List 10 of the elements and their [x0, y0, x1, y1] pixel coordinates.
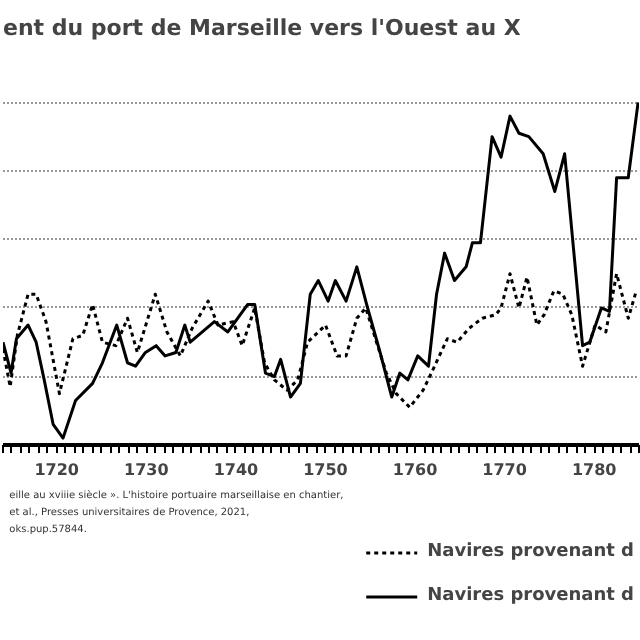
x-tick-label: 1760: [392, 461, 439, 479]
x-tick-label: 1770: [482, 461, 528, 479]
x-tick-label: 1730: [124, 461, 170, 479]
legend-label: Navires provenant d: [427, 586, 634, 606]
legend-label: Navires provenant d: [427, 542, 634, 562]
x-tick-label: 1780: [571, 461, 618, 479]
x-tick-label: 1720: [34, 461, 80, 479]
x-tick-label: 1750: [303, 461, 349, 479]
x-tick-label: 1740: [213, 461, 260, 479]
chart-title: ent du port de Marseille vers l'Ouest au X: [3, 15, 522, 41]
